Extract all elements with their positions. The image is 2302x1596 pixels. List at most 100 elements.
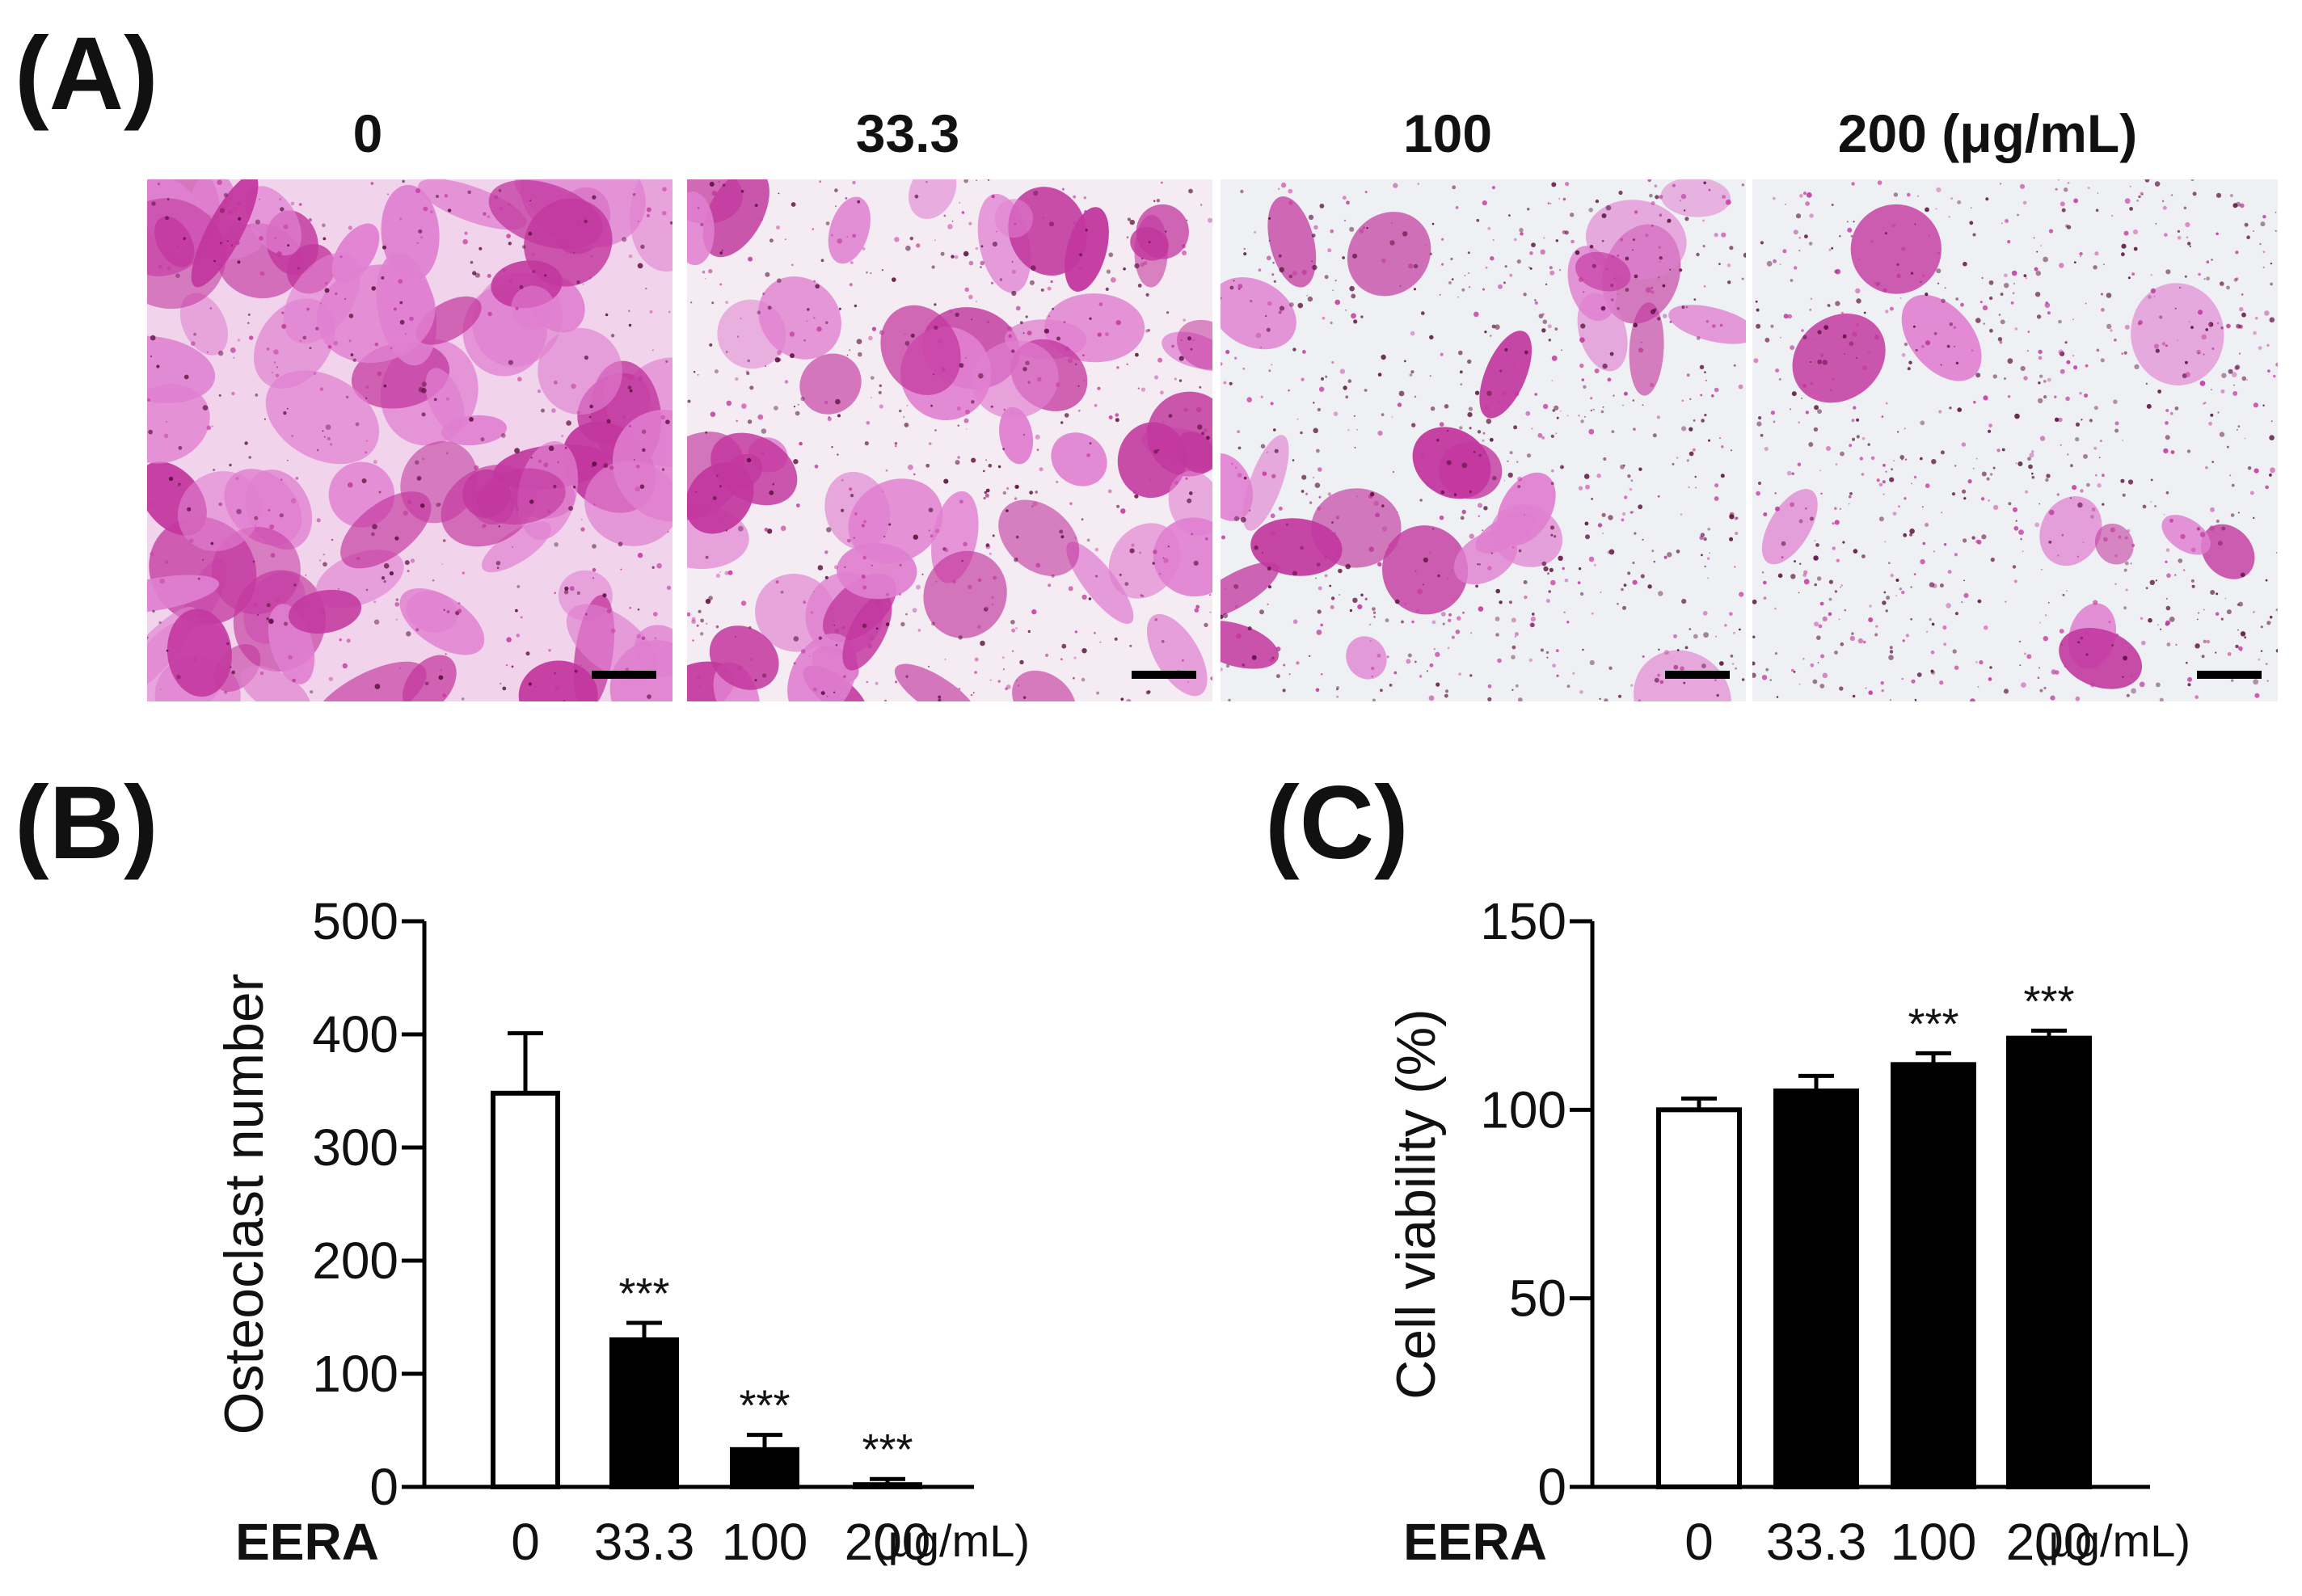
- cell-dot: [1088, 597, 1092, 600]
- cell-dot: [322, 430, 324, 432]
- cell-dot: [2023, 376, 2028, 381]
- cell-dot: [1547, 572, 1549, 575]
- cell-dot: [1487, 566, 1492, 571]
- cell-dot: [1812, 679, 1818, 684]
- cell-dot: [1588, 428, 1595, 435]
- cell-dot: [2253, 516, 2255, 520]
- cell-dot: [1461, 288, 1465, 292]
- cell-dot: [1832, 546, 1836, 550]
- cell-dot: [1347, 429, 1350, 432]
- cell-dot: [325, 424, 331, 430]
- cell-dot: [1556, 416, 1559, 419]
- cell-dot: [818, 636, 822, 640]
- cell-dot: [339, 638, 342, 642]
- cell-dot: [925, 181, 928, 183]
- cell-dot: [1524, 350, 1528, 355]
- cell-dot: [1696, 336, 1701, 340]
- cell-dot: [1278, 506, 1283, 511]
- cell-dot: [1878, 482, 1883, 486]
- cell-dot: [1497, 658, 1502, 663]
- cell-dot: [1834, 651, 1838, 655]
- cell-dot: [321, 611, 325, 615]
- cell-dot: [1022, 433, 1025, 436]
- cell-dot: [1971, 536, 1975, 540]
- cell-dot: [1523, 580, 1528, 584]
- cell-dot: [1152, 562, 1155, 565]
- cell-dot: [395, 618, 398, 621]
- cell-dot: [632, 193, 636, 196]
- cell-dot: [1301, 377, 1305, 381]
- cell-dot: [1107, 489, 1112, 494]
- cell-dot: [2038, 349, 2043, 355]
- cell-dot: [1763, 512, 1768, 516]
- cell-dot: [875, 627, 879, 630]
- cell-dot: [885, 592, 889, 596]
- cell-dot: [1196, 457, 1203, 462]
- cell-dot: [1307, 296, 1313, 302]
- cell-dot: [2182, 569, 2186, 571]
- cell-dot: [769, 490, 774, 495]
- cell-dot: [666, 585, 672, 591]
- cell-dot: [2236, 201, 2241, 207]
- cell-dot: [1741, 277, 1744, 280]
- cell-dot: [1490, 552, 1493, 554]
- cell-dot: [255, 394, 259, 397]
- cell-dot: [1975, 661, 1978, 663]
- cell-dot: [1264, 314, 1267, 318]
- cell-dot: [1729, 246, 1734, 251]
- cell-dot: [1345, 310, 1347, 311]
- cell-dot: [323, 436, 326, 438]
- cell-dot: [1939, 680, 1944, 685]
- cell-dot: [1733, 631, 1735, 634]
- cell-dot: [1907, 367, 1911, 371]
- cell-dot: [2211, 259, 2213, 261]
- cell-dot: [2075, 436, 2080, 442]
- cell-dot: [1840, 586, 1841, 588]
- cell-dot: [2121, 252, 2125, 257]
- cell-dot: [1243, 247, 1246, 251]
- cell-dot: [515, 609, 518, 613]
- cell-dot: [394, 602, 400, 607]
- cell-dot: [254, 516, 259, 520]
- cell-dot: [1902, 639, 1905, 642]
- cell-dot: [1077, 409, 1081, 412]
- cell-dot: [1296, 418, 1299, 420]
- stained-cell: [923, 550, 1007, 638]
- cell-dot: [1477, 430, 1482, 434]
- x-unit-label: (μg/mL): [873, 1515, 1030, 1566]
- cell-dot: [383, 563, 390, 569]
- cell-dot: [1836, 558, 1840, 562]
- cell-dot: [2059, 263, 2064, 268]
- cell-dot: [508, 203, 511, 206]
- cell-dot: [1444, 693, 1448, 698]
- cell-dot: [445, 653, 447, 655]
- cell-dot: [935, 580, 937, 583]
- cell-dot: [1808, 442, 1814, 447]
- cell-dot: [913, 473, 916, 476]
- cell-dot: [1764, 337, 1770, 343]
- cell-dot: [1739, 592, 1744, 597]
- cell-dot: [1187, 498, 1192, 503]
- cell-dot: [479, 246, 483, 251]
- cell-dot: [985, 488, 990, 493]
- cell-dot: [2165, 269, 2171, 275]
- cell-dot: [430, 210, 433, 213]
- cell-dot: [2060, 368, 2065, 374]
- cell-dot: [2217, 411, 2220, 414]
- cell-dot: [719, 485, 723, 488]
- cell-dot: [1704, 371, 1706, 373]
- cell-dot: [2085, 302, 2087, 305]
- cell-dot: [548, 445, 554, 452]
- cell-dot: [445, 397, 449, 401]
- cell-dot: [2190, 579, 2194, 583]
- cell-dot: [230, 225, 234, 230]
- cell-dot: [1490, 256, 1495, 261]
- cell-dot: [1442, 622, 1445, 625]
- cell-dot: [2224, 597, 2227, 600]
- cell-dot: [231, 391, 235, 396]
- cell-dot: [1847, 227, 1853, 233]
- cell-dot: [1116, 504, 1120, 508]
- cell-dot: [1672, 183, 1676, 187]
- cell-dot: [2035, 271, 2041, 276]
- cell-dot: [749, 385, 754, 390]
